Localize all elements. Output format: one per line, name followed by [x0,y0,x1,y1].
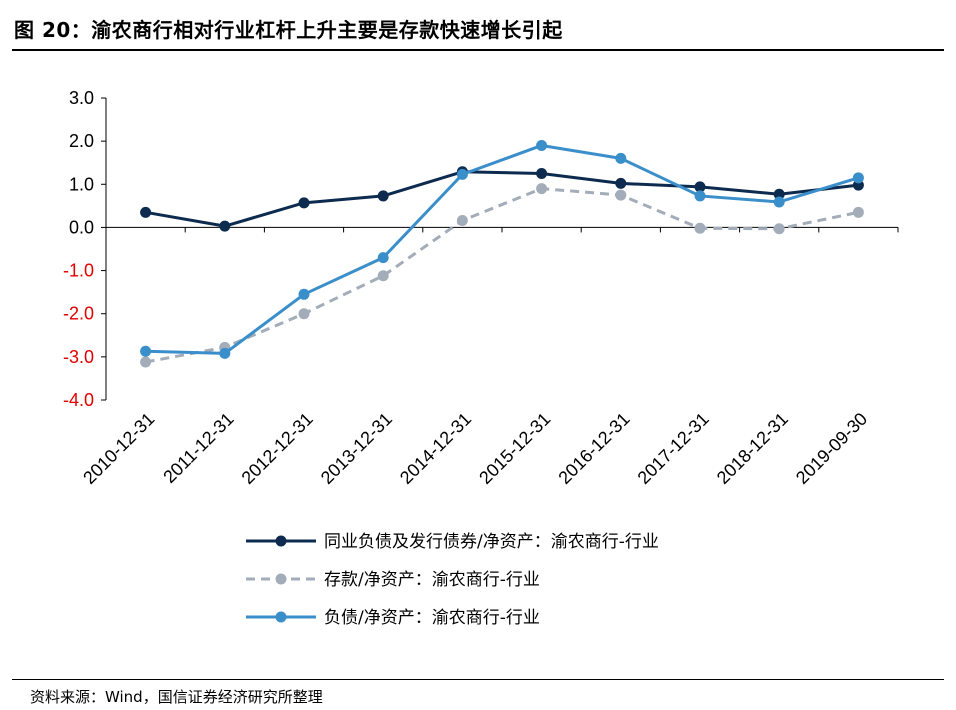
data-point [456,215,468,227]
data-point [536,168,548,179]
x-tick-label: 2010-12-31 [79,409,158,488]
data-point [773,188,785,200]
data-point [536,139,548,151]
x-tick-label: 2016-12-31 [554,409,633,488]
series-line [145,143,859,355]
data-point [298,288,310,300]
data-point [615,152,627,164]
data-point [852,206,864,218]
x-tick-label: 2018-12-31 [713,409,792,488]
x-tick-label: 2012-12-31 [238,409,317,488]
data-point [773,223,785,235]
data-point [219,220,231,232]
y-tick-label: -3.0 [63,347,94,367]
data-point [219,347,231,359]
title-divider [12,49,944,51]
data-point [615,189,627,201]
data-point [377,190,389,202]
x-tick-label: 2014-12-31 [396,409,475,488]
legend-label: 存款/净资产：渝农商行-行业 [324,570,540,590]
data-point [298,197,310,209]
data-point [298,308,310,320]
data-point [140,206,152,218]
y-tick-label: 3.0 [69,88,94,108]
source-note: 资料来源：Wind，国信证券经济研究所整理 [30,688,323,706]
data-point [377,270,389,282]
data-point [694,181,706,193]
data-point [694,222,706,234]
y-tick-label: -4.0 [63,390,94,410]
source-divider [12,679,944,680]
legend-swatch-marker [275,611,287,623]
x-tick-label: 2011-12-31 [159,409,237,487]
x-tick-label: 2019-09-30 [792,409,871,488]
legend-swatch-marker [275,535,287,547]
legend-swatch-marker [275,573,287,585]
chart-legend: 同业负债及发行债券/净资产：渝农商行-行业存款/净资产：渝农商行-行业负债/净资… [246,532,659,628]
data-point [694,190,706,202]
figure-title: 图 20：渝农商行相对行业杠杆上升主要是存款快速增长引起 [14,18,563,42]
x-tick-label: 2013-12-31 [317,409,396,488]
data-point [456,168,468,180]
data-point [140,356,152,368]
data-point [140,345,152,357]
y-tick-label: -2.0 [63,304,94,324]
x-tick-label: 2017-12-31 [634,409,713,488]
y-tick-label: 2.0 [69,131,94,151]
legend-label: 负债/净资产：渝农商行-行业 [324,608,540,628]
y-tick-label: 1.0 [69,174,94,194]
x-tick-label: 2015-12-31 [475,409,554,488]
series-line [145,170,859,228]
series-line [145,187,859,364]
y-tick-label: -1.0 [63,261,94,281]
chart-series [140,139,864,368]
data-point [536,183,548,195]
data-point [852,172,864,184]
legend-label: 同业负债及发行债券/净资产：渝农商行-行业 [324,532,659,552]
data-point [773,196,785,208]
data-point [615,177,627,189]
y-tick-label: 0.0 [69,217,94,237]
data-point [377,252,389,264]
